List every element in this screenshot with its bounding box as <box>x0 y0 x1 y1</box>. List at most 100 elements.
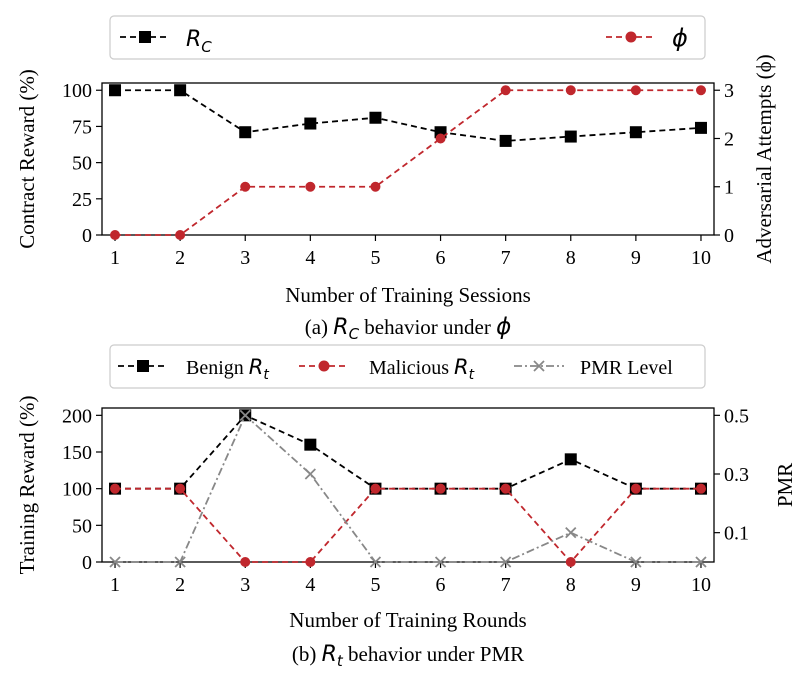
xtick-label-a: 8 <box>566 247 576 269</box>
ytick-left-label-b: 100 <box>62 479 92 501</box>
series-line-a-r-c <box>115 89 702 142</box>
legend-a-phi-label: ϕ <box>672 24 688 52</box>
point-b-benign-r-t-8 <box>564 453 577 466</box>
xtick-label-a: 10 <box>691 247 711 269</box>
series-line-b-malicious-r-t <box>115 487 701 564</box>
point-a-r-c-2 <box>174 84 187 97</box>
series-b <box>109 409 707 568</box>
point-a-series1-9 <box>630 85 641 96</box>
legend-a-rc-sub: C <box>201 38 212 56</box>
legend-b-benign-marker <box>137 360 149 372</box>
frame-a <box>101 82 715 236</box>
title-a: (a) RC behavior under ϕ <box>305 314 512 343</box>
point-b-pmr-level-6 <box>434 556 447 568</box>
point-a-r-c-3 <box>239 126 252 139</box>
xtick-label-b: 9 <box>631 574 641 596</box>
chart-b: Benign Rt Malicious Rt PMR Level 1 2 3 4 5 6 7… <box>15 344 797 670</box>
title-a-prefix: (a) <box>305 315 334 339</box>
point-a-r-c-5 <box>369 111 382 124</box>
point-b-malicious-r-t-9 <box>630 483 641 494</box>
point-a-series1-10 <box>695 85 706 96</box>
ytick-right-label-b: 0.5 <box>724 405 749 427</box>
xtick-label-a: 6 <box>436 247 446 269</box>
legend-b-benign-sub: t <box>263 367 269 383</box>
point-b-malicious-r-t-6 <box>435 483 446 494</box>
legend-b-benign-text: Benign <box>186 357 249 379</box>
xtick-label-a: 4 <box>305 247 315 269</box>
ylabel-a-right: Adversarial Attempts (ϕ) <box>752 54 776 263</box>
title-a-mid: behavior under <box>359 315 496 339</box>
xtick-label-b: 1 <box>110 574 120 596</box>
ytick-left-label-b: 200 <box>62 405 92 427</box>
legend-b-malicious-sym: R <box>454 355 469 379</box>
point-a-r-c-1 <box>109 84 122 97</box>
point-b-malicious-r-t-7 <box>500 483 511 494</box>
point-b-malicious-r-t-8 <box>565 557 576 567</box>
legend-b-benign-sym: R <box>249 355 264 379</box>
legend-b-pmr-label: PMR Level <box>580 357 673 379</box>
xlabel-a: Number of Training Sessions <box>285 283 531 307</box>
xtick-label-a: 1 <box>110 247 120 269</box>
ytick-left-label-a: 50 <box>72 153 92 175</box>
legend-b-malicious-text: Malicious <box>369 357 454 379</box>
series-line-b-pmr-level <box>115 413 701 563</box>
point-a-series1-7 <box>500 85 511 96</box>
point-b-pmr-level-3 <box>239 409 251 421</box>
point-b-malicious-r-t-10 <box>695 483 706 494</box>
point-b-pmr-level-4 <box>304 468 316 480</box>
point-a-r-c-8 <box>564 130 577 143</box>
xlabel-b: Number of Training Rounds <box>289 608 526 632</box>
legend-b-pmr-marker <box>533 360 545 372</box>
legend-b: Benign Rt Malicious Rt PMR Level <box>109 344 706 389</box>
xtick-label-b: 6 <box>436 574 446 596</box>
title-a-sym2: ϕ <box>496 314 511 340</box>
point-a-series1-8 <box>565 85 576 96</box>
xtick-label-a: 7 <box>501 247 511 269</box>
legend-a-rc-marker <box>139 31 151 43</box>
legend-b-malicious-marker <box>318 360 330 372</box>
point-a-r-c-4 <box>304 117 317 130</box>
point-b-pmr-level-9 <box>630 556 642 568</box>
series-line-a-series1 <box>115 89 701 236</box>
series-a <box>109 84 707 240</box>
point-a-r-c-10 <box>694 121 707 134</box>
ytick-right-label-a: 3 <box>724 80 734 102</box>
title-b-mid: behavior under PMR <box>343 642 524 666</box>
ytick-left-label-b: 50 <box>72 515 92 537</box>
ytick-right-label-a: 2 <box>724 128 734 150</box>
point-b-malicious-r-t-1 <box>110 483 121 494</box>
xtick-label-b: 2 <box>175 574 185 596</box>
ytick-left-label-a: 25 <box>72 189 92 211</box>
title-b-sym1: R <box>322 642 337 667</box>
legend-a-rc-label: RC <box>186 27 212 56</box>
point-b-pmr-level-2 <box>174 556 186 568</box>
xtick-label-a: 3 <box>240 247 250 269</box>
point-b-pmr-level-10 <box>695 556 707 568</box>
ylabel-a-left: Contract Reward (%) <box>15 69 39 249</box>
legend-a-rc-sym: R <box>186 27 201 52</box>
legend-a-frame <box>109 15 706 60</box>
point-a-r-c-7 <box>499 134 512 147</box>
point-a-series1-5 <box>370 181 381 192</box>
xtick-label-b: 8 <box>566 574 576 596</box>
ytick-left-label-a: 0 <box>82 225 92 247</box>
xtick-label-b: 4 <box>305 574 315 596</box>
ytick-left-label-b: 0 <box>82 552 92 574</box>
point-a-series1-4 <box>305 181 316 192</box>
point-a-series1-6 <box>435 133 446 144</box>
xtick-label-a: 2 <box>175 247 185 269</box>
point-b-malicious-r-t-3 <box>240 557 251 567</box>
title-a-sym1: R <box>333 315 348 340</box>
xtick-label-a: 5 <box>370 247 380 269</box>
xtick-label-b: 3 <box>240 574 250 596</box>
point-a-series1-2 <box>175 230 186 240</box>
xtick-label-b: 5 <box>370 574 380 596</box>
ytick-right-label-a: 0 <box>724 225 734 247</box>
title-b-sub1: t <box>337 652 344 670</box>
legend-b-frame <box>109 344 706 389</box>
legend-b-benign-label: Benign Rt <box>186 355 269 383</box>
